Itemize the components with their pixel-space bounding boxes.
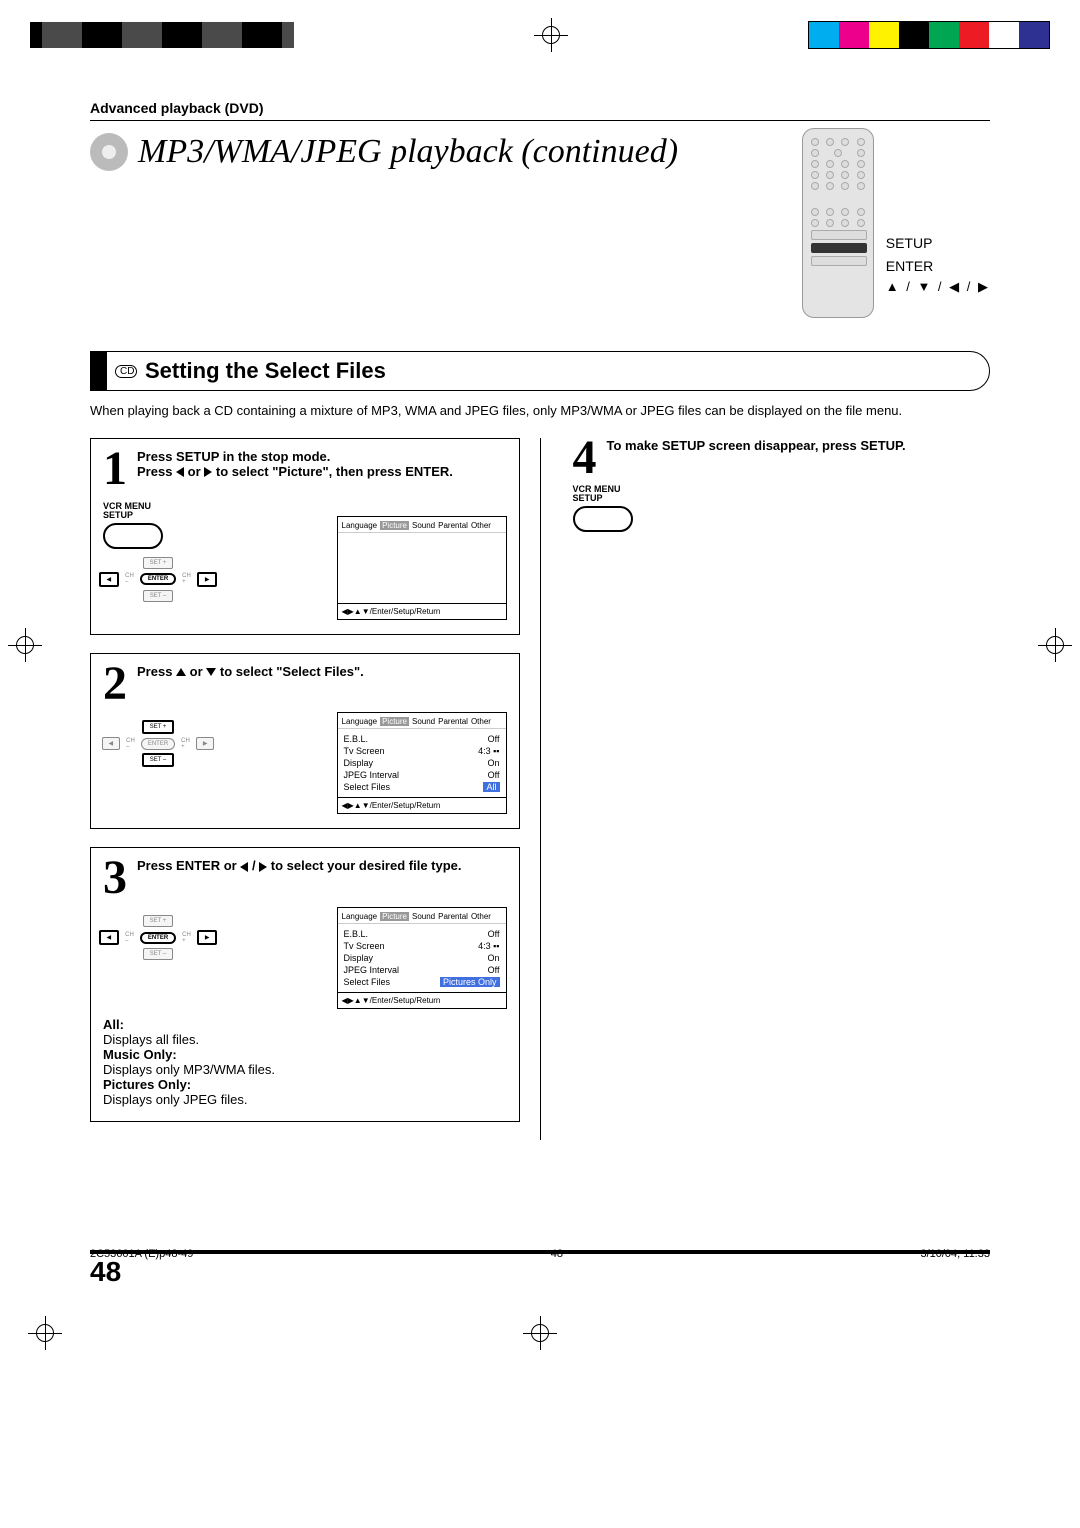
page-content: Advanced playback (DVD) MP3/WMA/JPEG pla… xyxy=(0,70,1080,1308)
setup-button-icon-4 xyxy=(573,506,633,532)
density-bars xyxy=(30,22,294,48)
remote-button-labels: SETUP ENTER ▲ / ▼ / ◀ / ▶ xyxy=(886,232,990,298)
remote-setup-label: SETUP xyxy=(886,232,990,254)
column-divider xyxy=(540,438,541,1140)
left-column: 1 Press SETUP in the stop mode. Press or… xyxy=(90,438,520,1140)
up-arrow-icon xyxy=(176,668,186,676)
osd-panel-2: LanguagePictureSoundParentalOther E.B.L.… xyxy=(337,712,507,814)
registration-target-bl-icon xyxy=(30,1318,60,1348)
section-intro: When playing back a CD containing a mixt… xyxy=(90,403,990,420)
step-1-line1: Press SETUP in the stop mode. xyxy=(137,449,507,464)
left-arrow-icon xyxy=(176,467,184,477)
cd-icon: CD xyxy=(115,365,137,378)
section-heading: CD Setting the Select Files xyxy=(90,351,990,391)
remote-illustration: SETUP ENTER ▲ / ▼ / ◀ / ▶ xyxy=(802,128,990,318)
dpad-diagram-3: SET + ◀ CH – ENTER CH + ▶ SET – xyxy=(103,915,213,960)
osd-panel-1: LanguagePictureSoundParentalOther ◀▶▲▼/E… xyxy=(337,516,507,620)
color-bars xyxy=(808,21,1050,49)
file-type-descriptions: All: Displays all files. Music Only: Dis… xyxy=(103,1017,507,1107)
remote-arrows-label: ▲ / ▼ / ◀ / ▶ xyxy=(886,277,990,298)
dpad-diagram: SET + ◀ CH – ENTER CH + ▶ SET – xyxy=(103,557,213,602)
remote-enter-label: ENTER xyxy=(886,255,990,277)
footer-metadata: 2C53601A (E)p48-49 48 3/10/04, 11:33 xyxy=(0,1248,1080,1280)
step-4-number: 4 xyxy=(573,438,597,479)
enter-button-icon: ENTER xyxy=(140,573,176,585)
step-3: 3 Press ENTER or / to select your desire… xyxy=(90,847,520,1122)
disc-icon xyxy=(90,133,128,171)
step-2: 2 Press or to select "Select Files". SET… xyxy=(90,653,520,830)
footer-date: 3/10/04, 11:33 xyxy=(920,1248,990,1260)
down-arrow-icon xyxy=(206,668,216,676)
step-1-number: 1 xyxy=(103,449,127,490)
osd-panel-3: LanguagePictureSoundParentalOther E.B.L.… xyxy=(337,907,507,1009)
step-1-line2: Press or to select "Picture", then press… xyxy=(137,464,507,479)
right-column: 4 To make SETUP screen disappear, press … xyxy=(561,438,991,1140)
step-1: 1 Press SETUP in the stop mode. Press or… xyxy=(90,438,520,635)
remote-icon xyxy=(802,128,874,318)
setup-button-icon xyxy=(103,523,163,549)
breadcrumb: Advanced playback (DVD) xyxy=(90,100,990,121)
registration-target-bc-icon xyxy=(525,1318,555,1348)
step-4: 4 To make SETUP screen disappear, press … xyxy=(561,438,991,532)
steps-columns: 1 Press SETUP in the stop mode. Press or… xyxy=(90,438,990,1140)
footer-page: 48 xyxy=(551,1248,563,1260)
step-3-number: 3 xyxy=(103,858,127,899)
vcr-menu-label: VCR MENU SETUP xyxy=(103,502,213,521)
footer-doc-id: 2C53601A (E)p48-49 xyxy=(90,1248,193,1260)
registration-marks-bottom xyxy=(0,1308,1080,1358)
dpad-diagram-2: SET + ◀ CH – ENTER CH + ▶ SET – xyxy=(103,720,213,767)
vcr-menu-label-4: VCR MENU SETUP xyxy=(573,485,979,504)
registration-target-icon xyxy=(536,20,566,50)
section-title: Setting the Select Files xyxy=(145,358,386,384)
page-title: MP3/WMA/JPEG playback (continued) xyxy=(138,133,678,171)
step-2-number: 2 xyxy=(103,664,127,705)
registration-marks-top xyxy=(0,0,1080,70)
right-arrow-icon xyxy=(259,862,267,872)
